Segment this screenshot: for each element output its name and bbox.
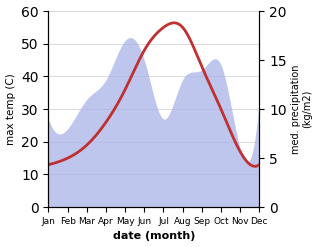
Y-axis label: max temp (C): max temp (C) — [5, 73, 16, 145]
X-axis label: date (month): date (month) — [113, 231, 195, 242]
Y-axis label: med. precipitation
(kg/m2): med. precipitation (kg/m2) — [291, 64, 313, 154]
